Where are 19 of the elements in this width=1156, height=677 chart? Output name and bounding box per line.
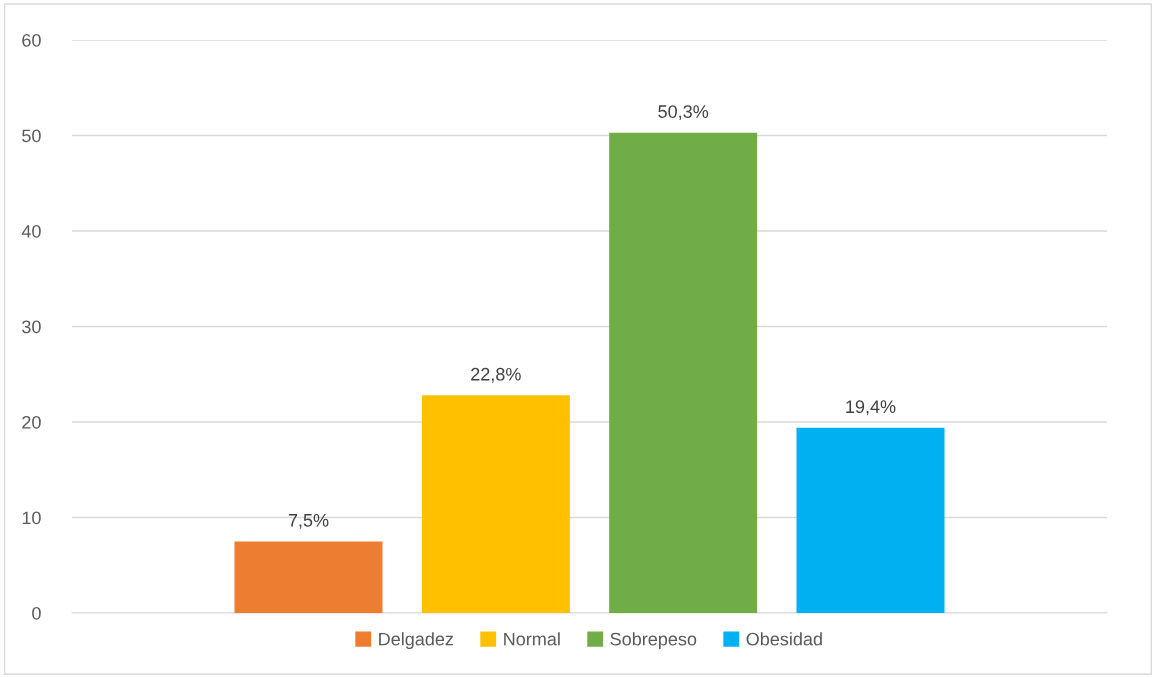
data-label: 7,5% — [288, 514, 329, 529]
bar — [609, 132, 758, 614]
legend-label: Normal — [504, 632, 560, 646]
y-tick-label: 30 — [22, 320, 41, 334]
bar — [421, 395, 570, 614]
legend-label: Obesidad — [746, 632, 822, 646]
legend-label: Delgadez — [379, 632, 454, 650]
y-tick-label: 0 — [32, 606, 41, 620]
data-label: 19,4% — [846, 400, 896, 416]
y-tick-label: 60 — [22, 33, 41, 47]
legend-label: Sobrepeso — [610, 632, 697, 650]
bar — [234, 541, 383, 614]
y-tick-label: 10 — [22, 511, 41, 525]
bar — [796, 427, 945, 614]
data-label: 22,8% — [471, 367, 521, 383]
y-tick-label: 20 — [22, 415, 41, 429]
y-tick-label: 50 — [22, 129, 41, 143]
y-tick-label: 40 — [21, 224, 41, 238]
data-label: 50,3% — [658, 105, 709, 121]
